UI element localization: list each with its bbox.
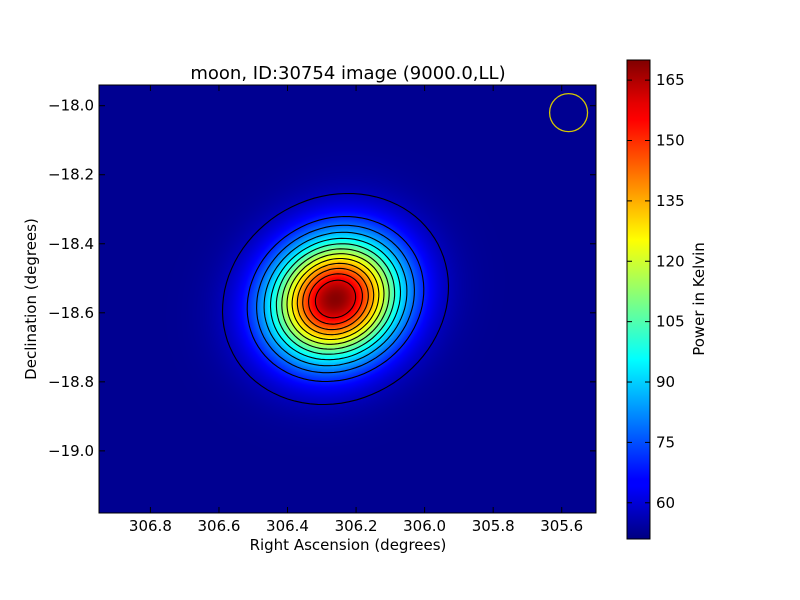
colorbar-ticks: 60 75 90 105 120 135 150 165 (627, 71, 685, 512)
colorbar-tick-label: 150 (656, 132, 685, 150)
y-axis-ticks: −18.0 −18.2 −18.4 −18.6 −18.8 −19.0 (48, 97, 596, 460)
y-tick-label: −18.8 (48, 373, 94, 391)
y-tick-label: −18.4 (48, 235, 94, 253)
contour-line (269, 237, 402, 361)
y-tick-label: −18.6 (48, 304, 94, 322)
y-tick-label: −18.0 (48, 97, 94, 115)
colorbar-label: Power in Kelvin (690, 242, 708, 356)
contour-line (263, 231, 408, 367)
x-tick-label: 306.2 (335, 517, 378, 535)
y-axis-label: Declination (degrees) (22, 218, 40, 380)
x-tick-label: 305.8 (472, 517, 515, 535)
contour-line (314, 279, 357, 319)
colorbar-tick-label: 75 (656, 433, 675, 451)
x-axis-ticks: 306.8 306.6 306.4 306.2 306.0 305.8 305.6 (129, 85, 583, 535)
colorbar-tick-label: 60 (656, 494, 675, 512)
colorbar-tick-label: 90 (656, 373, 675, 391)
y-tick-label: −18.2 (48, 166, 94, 184)
x-tick-label: 306.8 (129, 517, 172, 535)
heatmap-image (99, 85, 596, 513)
colorbar (626, 59, 651, 540)
contour-line (281, 248, 390, 350)
colorbar-tick-label: 120 (656, 252, 685, 270)
colorbar-tick-label: 105 (656, 313, 685, 331)
contour-line (256, 224, 415, 374)
contour-line (308, 273, 363, 325)
x-tick-label: 306.4 (266, 517, 309, 535)
x-tick-label: 306.6 (197, 517, 240, 535)
y-tick-label: −19.0 (48, 442, 94, 460)
contour-line (286, 253, 385, 345)
beam-circle (548, 92, 589, 133)
x-axis-label: Right Ascension (degrees) (250, 536, 447, 554)
contour-line (221, 192, 450, 406)
contour-line (291, 257, 380, 341)
contour-line (296, 262, 375, 336)
plot-frame (98, 84, 597, 514)
x-tick-label: 305.6 (540, 517, 583, 535)
x-tick-label: 306.0 (403, 517, 446, 535)
contour-line (275, 243, 396, 355)
contour-lines (221, 192, 450, 406)
beam-marker (548, 92, 589, 133)
contour-line (246, 215, 425, 383)
colorbar-tick-label: 135 (656, 192, 685, 210)
colorbar-tick-label: 165 (656, 71, 685, 89)
chart-title: moon, ID:30754 image (9000.0,LL) (190, 63, 505, 84)
contour-line (302, 267, 369, 331)
